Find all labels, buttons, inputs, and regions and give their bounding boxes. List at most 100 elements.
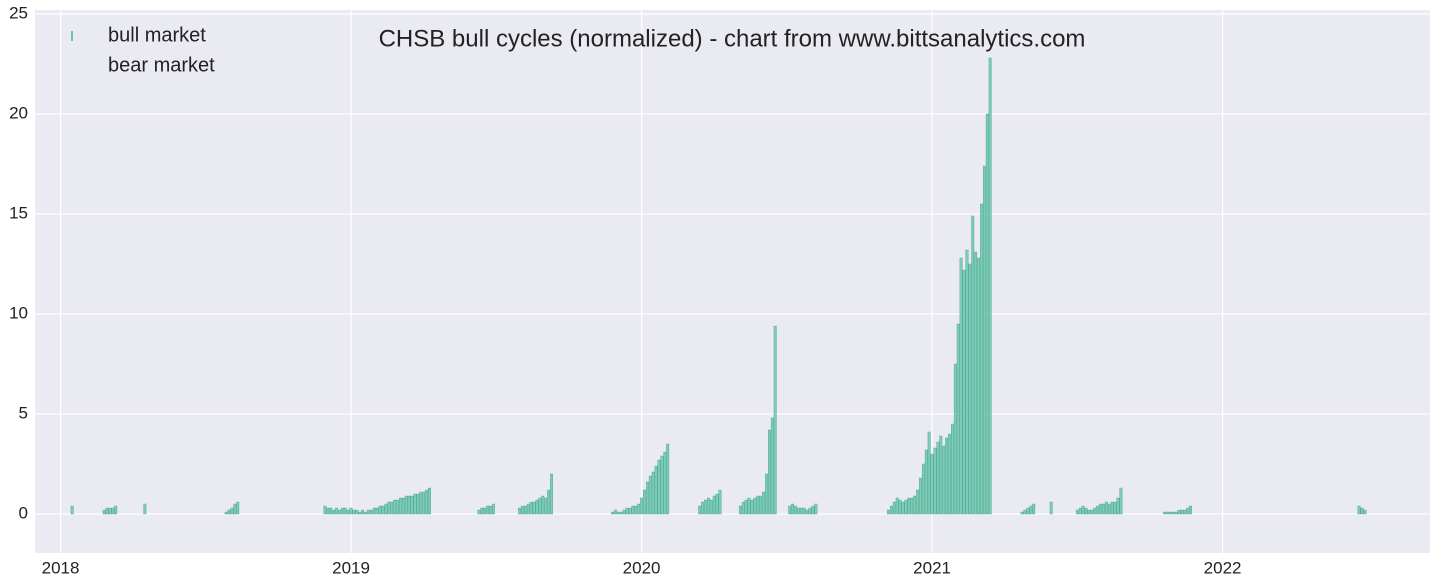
bar [535,499,539,515]
bar [651,471,655,515]
bar [332,509,336,515]
bar [1180,509,1184,515]
plot-area [35,10,1430,553]
bar [399,497,402,515]
bar [762,491,765,515]
bar [890,505,893,515]
bar [1084,507,1088,515]
bar [907,497,911,515]
bar [901,501,905,515]
bar [401,497,405,515]
bar [968,263,972,515]
bar [791,503,795,515]
bar [538,497,542,515]
bar [1078,507,1082,515]
bar [974,251,978,515]
bar [805,509,809,515]
bar [738,505,742,515]
bar [1171,511,1175,515]
bar [1110,501,1114,515]
bar [384,503,388,515]
bar [707,497,710,515]
bar [407,495,411,515]
bar [102,509,106,515]
bar [236,501,240,515]
bar [547,489,550,515]
bar [788,505,792,515]
bar [343,507,347,515]
bar [887,509,890,515]
bar [387,501,391,515]
bar [768,429,771,515]
bar [654,465,658,515]
bar [114,505,118,515]
bar [404,495,408,515]
bar [916,489,919,515]
bar [811,505,815,515]
bar [1049,501,1053,515]
grid [35,10,1430,553]
bar [663,451,667,515]
bar [648,475,652,515]
bar [529,501,533,515]
bar [980,203,983,515]
bar [340,507,344,515]
bar [364,511,367,515]
bar [765,473,768,515]
bar [370,509,373,515]
bar [1183,509,1187,515]
bar [666,443,670,515]
bar [1165,511,1169,515]
bar [930,453,934,515]
bar [224,511,228,515]
bar [715,493,719,515]
bar [396,499,399,515]
bar [1087,509,1091,515]
bar [416,493,420,515]
bar [622,509,626,515]
bar [323,505,327,515]
bar [709,499,713,515]
bar [1186,507,1190,515]
bar [814,503,818,515]
bar [227,509,231,515]
bar [924,449,928,515]
bar [988,57,992,515]
bar [904,499,908,515]
bar [628,507,632,515]
labels: 0 5 10 15 20 25 2018 2019 2020 2021 2022 bull marke… [9,3,1241,577]
bar [747,497,751,515]
bar [526,503,530,515]
bar [956,323,960,515]
bar [619,511,623,515]
bar [358,511,362,515]
bar [230,507,234,515]
bar [698,505,702,515]
bar [335,507,338,515]
x-tick-label: 2022 [1204,558,1242,577]
bar [953,363,957,515]
bar [634,505,638,515]
bar [759,495,763,515]
bar [1107,503,1111,515]
bar [1113,501,1117,515]
y-tick-label: 25 [9,3,28,22]
bar [428,487,431,515]
bar [143,503,147,515]
bar [1099,503,1102,515]
bar [326,507,330,515]
bar [483,507,487,515]
bar [802,507,806,515]
bar [413,493,417,515]
bar [105,507,109,515]
y-tick-label: 0 [19,503,28,522]
bar [799,507,803,515]
bar [419,491,423,515]
bar [657,459,661,515]
x-tick-label: 2021 [913,558,951,577]
bar [111,507,115,515]
bar [945,437,948,515]
bar [971,215,975,515]
bar [541,495,545,515]
bar [1363,509,1367,515]
